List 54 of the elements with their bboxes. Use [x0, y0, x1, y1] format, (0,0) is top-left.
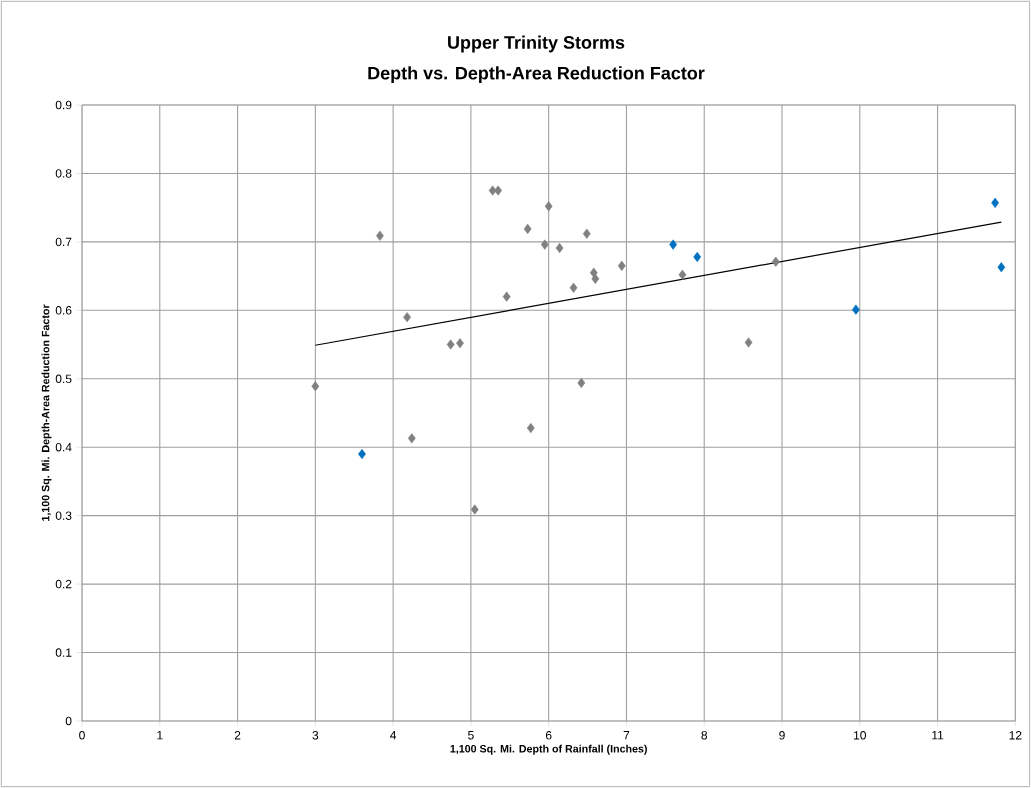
y-tick-label: 0.3: [55, 511, 72, 520]
point: [744, 337, 753, 348]
x-tick-label: 1: [157, 731, 163, 740]
point: [526, 422, 535, 434]
x-tick-label: 10: [854, 731, 866, 740]
point: [502, 291, 511, 302]
point: [569, 282, 578, 293]
point: [678, 269, 687, 280]
x-tick-label: 6: [545, 731, 552, 740]
point: [997, 262, 1006, 273]
point: [544, 201, 553, 212]
point: [591, 273, 600, 284]
point: [617, 260, 626, 271]
y-axis-title: 1,100 Sq. Mi. Depth-Area Reduction Factor: [41, 304, 52, 521]
y-tick-label: 0.6: [55, 306, 72, 315]
point: [852, 304, 860, 315]
y-tick-label: 0.9: [55, 100, 72, 110]
point: [456, 338, 464, 349]
x-tick-label: 8: [701, 731, 708, 740]
x-tick-label: 0: [79, 731, 85, 740]
point: [555, 242, 564, 254]
x-tick-label: 9: [779, 731, 785, 740]
point: [582, 228, 591, 239]
y-tick-label: 0.4: [55, 442, 72, 452]
chart-subtitle: Depth vs. Depth-Area Reduction Factor: [368, 66, 705, 84]
x-tick-label: 3: [312, 731, 319, 740]
point: [540, 239, 549, 250]
y-tick-label: 0.2: [55, 579, 72, 589]
x-tick-label: 11: [932, 731, 944, 740]
x-tick-label: 2: [234, 731, 241, 740]
point: [523, 223, 532, 234]
point: [669, 239, 677, 250]
y-tick-label: 0.5: [55, 374, 72, 384]
x-tick-label: 12: [1009, 731, 1022, 740]
point: [494, 185, 502, 196]
point: [693, 251, 702, 263]
x-tick-label: 7: [623, 731, 630, 740]
point: [446, 339, 455, 350]
point: [991, 197, 999, 208]
y-tick-label: 0.1: [55, 648, 72, 657]
y-tick-label: 0.7: [55, 237, 72, 247]
point: [376, 230, 384, 241]
x-axis-title: 1,100 Sq. Mi. Depth of Rainfall (Inches): [450, 744, 647, 755]
point: [470, 504, 479, 515]
point: [771, 256, 780, 267]
point: [403, 312, 411, 323]
x-tick-label: 4: [390, 731, 397, 740]
y-tick-label: 0: [65, 716, 72, 726]
point: [577, 377, 586, 388]
point: [407, 433, 416, 444]
x-tick-label: 5: [468, 731, 474, 740]
y-tick-label: 0.8: [55, 169, 72, 178]
point: [311, 381, 320, 392]
chart-title: Upper Trinity Storms: [448, 35, 625, 53]
